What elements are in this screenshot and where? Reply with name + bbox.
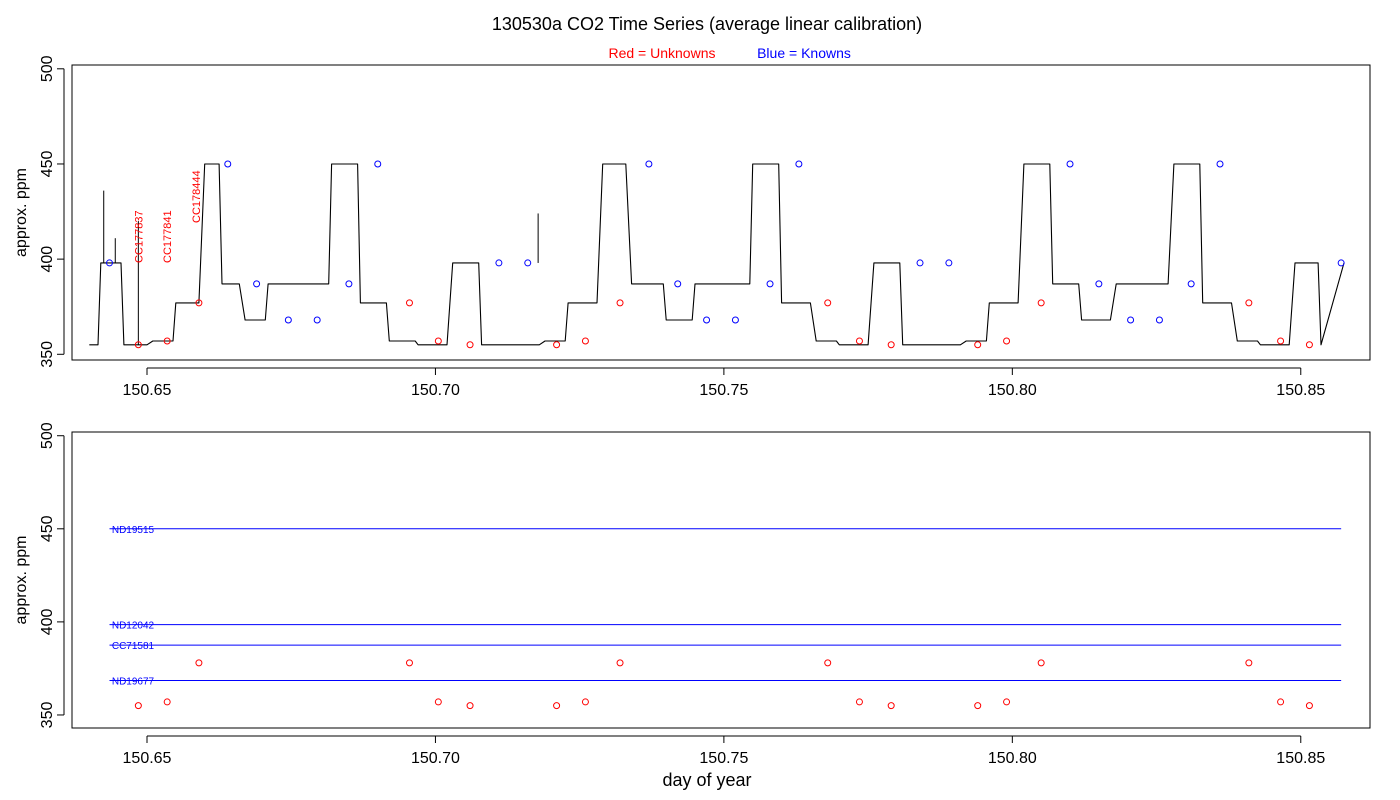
unknown-point	[1037, 659, 1045, 667]
co2-trace-line	[89, 163, 1345, 346]
x-tick-label: 150.70	[411, 750, 460, 767]
x-tick-label: 150.85	[1276, 750, 1325, 767]
unknown-point	[553, 341, 561, 349]
known-point	[645, 160, 653, 168]
y-tick-label: 400	[39, 608, 56, 635]
known-point	[495, 259, 503, 267]
y-tick-label: 450	[39, 515, 56, 542]
unknown-point	[134, 702, 142, 710]
unknown-point	[405, 299, 413, 307]
unknown-point	[855, 698, 863, 706]
unknown-point	[134, 341, 142, 349]
plot-frame	[71, 431, 1371, 729]
unknown-point	[1245, 659, 1253, 667]
y-tick-label: 500	[39, 422, 56, 449]
y-tick-label: 500	[39, 55, 56, 82]
unknown-point	[434, 337, 442, 345]
known-point	[1187, 280, 1195, 288]
unknown-point	[887, 702, 895, 710]
unknown-point	[581, 337, 589, 345]
legend-knowns-label: Blue = Knowns	[757, 45, 851, 61]
chart-title: 130530a CO2 Time Series (average linear …	[492, 14, 922, 34]
known-point	[916, 259, 924, 267]
unknown-annotation: CC178444	[191, 170, 203, 223]
unknown-point	[466, 341, 474, 349]
unknown-point	[1277, 337, 1285, 345]
known-point	[1216, 160, 1224, 168]
known-point	[524, 259, 532, 267]
y-axis-label: approx. ppm	[13, 168, 30, 257]
y-tick-label: 400	[39, 246, 56, 273]
unknown-point	[974, 341, 982, 349]
x-tick-label: 150.80	[988, 750, 1037, 767]
known-point	[1337, 259, 1345, 267]
unknown-point	[824, 659, 832, 667]
unknown-point	[163, 337, 171, 345]
unknown-point	[553, 702, 561, 710]
unknown-point	[887, 341, 895, 349]
top-panel: 150.65 150.70 150.75 150.80 150.85 350 400 450 5…	[13, 55, 1371, 399]
known-point	[1127, 316, 1135, 324]
known-point	[1066, 160, 1074, 168]
known-point	[345, 280, 353, 288]
y-tick-label: 350	[39, 341, 56, 368]
standard-label: ND19677	[112, 677, 155, 688]
x-tick-label: 150.65	[123, 382, 172, 399]
known-point	[313, 316, 321, 324]
unknown-point	[616, 299, 624, 307]
unknown-point	[1277, 698, 1285, 706]
known-point	[703, 316, 711, 324]
unknown-point	[466, 702, 474, 710]
unknown-point	[855, 337, 863, 345]
plot-frame	[71, 64, 1371, 361]
unknown-point	[616, 659, 624, 667]
unknown-point	[195, 659, 203, 667]
y-axis-label: approx. ppm	[13, 536, 30, 625]
x-tick-label: 150.65	[123, 750, 172, 767]
unknown-point	[163, 698, 171, 706]
y-tick-label: 350	[39, 702, 56, 729]
known-point	[674, 280, 682, 288]
unknown-point	[195, 299, 203, 307]
unknown-annotation: CC177841	[162, 210, 174, 263]
unknown-point	[1003, 337, 1011, 345]
unknown-point	[405, 659, 413, 667]
x-axis-label: day of year	[662, 770, 751, 790]
unknown-point	[1003, 698, 1011, 706]
standard-label: ND19515	[112, 525, 155, 536]
unknown-point	[974, 702, 982, 710]
unknown-point	[1305, 702, 1313, 710]
bottom-panel: 150.65 150.70 150.75 150.80 150.85 350 400 450 5…	[13, 422, 1371, 767]
x-tick-label: 150.80	[988, 382, 1037, 399]
known-point	[766, 280, 774, 288]
known-point	[945, 259, 953, 267]
known-point	[731, 316, 739, 324]
x-tick-label: 150.75	[699, 750, 748, 767]
known-point	[224, 160, 232, 168]
unknown-point	[581, 698, 589, 706]
unknown-point	[434, 698, 442, 706]
unknown-point	[1305, 341, 1313, 349]
y-tick-label: 450	[39, 151, 56, 178]
x-tick-label: 150.75	[699, 382, 748, 399]
unknown-point	[1245, 299, 1253, 307]
known-point	[1095, 280, 1103, 288]
known-point	[253, 280, 261, 288]
x-tick-label: 150.85	[1276, 382, 1325, 399]
x-tick-label: 150.70	[411, 382, 460, 399]
unknown-point	[824, 299, 832, 307]
known-point	[105, 259, 113, 267]
unknown-point	[1037, 299, 1045, 307]
standard-label: CC71581	[112, 641, 155, 652]
unknown-annotation: CC177837	[133, 210, 145, 263]
standard-label: ND12042	[112, 621, 155, 632]
known-point	[284, 316, 292, 324]
known-point	[795, 160, 803, 168]
legend-unknowns-label: Red = Unknowns	[608, 45, 715, 61]
known-point	[374, 160, 382, 168]
known-point	[1155, 316, 1163, 324]
